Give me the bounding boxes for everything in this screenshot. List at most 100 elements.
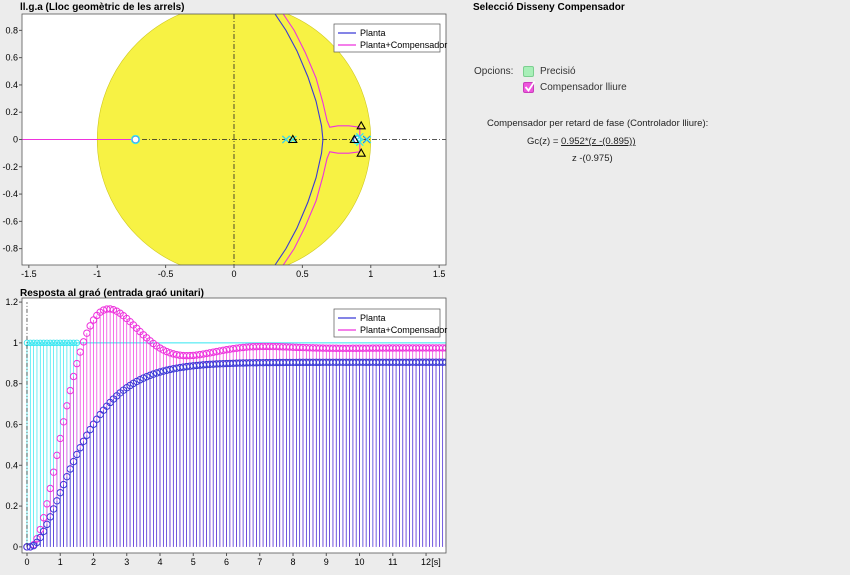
step-area: [23, 302, 446, 551]
y-tick-label: 0.4: [5, 80, 18, 90]
sample-marker-planta: [143, 372, 151, 381]
y-tick-label: -0.6: [2, 216, 18, 226]
locus-branch-planta: [274, 14, 324, 265]
sample-marker-compensador: [79, 338, 88, 346]
sample-marker-compensador: [69, 372, 78, 381]
x-tick-label: 10: [355, 557, 365, 567]
sample-marker-planta: [162, 366, 171, 374]
sample-marker-planta: [139, 374, 148, 382]
sample-marker-compensador: [73, 359, 81, 368]
x-tick-label: 12: [421, 557, 431, 567]
sample-marker-planta: [36, 533, 44, 542]
sample-marker-compensador: [56, 434, 64, 443]
legend-label-compensador: Planta+Compensador: [360, 325, 447, 335]
y-tick-label: 0.8: [5, 379, 18, 389]
y-tick-label: 0: [13, 542, 18, 552]
gc-prefix: Gc(z) =: [527, 136, 562, 147]
sample-marker-compensador: [86, 322, 94, 330]
precisio-checkbox[interactable]: [523, 66, 534, 77]
sample-marker-planta: [156, 368, 164, 376]
sample-marker-planta: [86, 425, 94, 434]
step-title: Resposta al graó (entrada graó unitari): [20, 288, 204, 299]
sample-marker-compensador: [83, 329, 91, 337]
y-tick-label: 0.4: [5, 460, 18, 470]
legend-box: [333, 23, 441, 53]
gc-equation: Gc(z) = 0.952*(z -(0.895)): [527, 136, 636, 147]
sample-marker-compensador: [66, 386, 74, 395]
y-tick-label: -0.2: [2, 162, 18, 172]
sample-marker-compensador: [106, 305, 114, 313]
x-tick-label: 0: [24, 557, 29, 567]
sample-marker-planta: [63, 472, 71, 481]
closed-loop-pole: [356, 120, 367, 130]
x-tick-label: -1: [93, 269, 101, 279]
sample-marker-planta: [43, 520, 51, 529]
sample-marker-planta: [59, 480, 68, 489]
sample-marker-planta: [149, 370, 158, 378]
comp-zero-marker: [130, 134, 141, 145]
gc-denominator: z -(0.975): [572, 153, 613, 164]
precisio-label[interactable]: Precisió: [540, 66, 576, 77]
y-tick-label: 0.2: [5, 107, 18, 117]
y-tick-label: 0: [13, 135, 18, 145]
x-tick-label: 8: [291, 557, 296, 567]
x-tick-label: 1: [58, 557, 63, 567]
closed-loop-pole: [287, 134, 298, 144]
legend-label-planta: Planta: [360, 313, 386, 323]
sample-marker-planta: [39, 527, 48, 536]
comp-pole-marker: [282, 135, 290, 144]
sample-marker-planta: [53, 497, 61, 505]
x-tick-label: -0.5: [158, 269, 174, 279]
y-tick-label: -0.8: [2, 244, 18, 254]
compensator-heading: Compensador per retard de fase (Controla…: [487, 118, 709, 129]
y-tick-label: -0.4: [2, 189, 18, 199]
sample-marker-planta: [79, 437, 88, 445]
checkmark-icon: [524, 81, 536, 92]
sample-marker-planta: [146, 371, 154, 380]
legend-box: [333, 308, 441, 338]
options-label: Opcions:: [474, 66, 514, 77]
rlocus-legend: Planta Planta+Compensador: [333, 23, 447, 53]
rlocus-area: [22, 14, 446, 265]
x-tick-label: 1: [368, 269, 373, 279]
y-tick-label: 0.6: [5, 419, 18, 429]
sample-marker-planta: [33, 538, 41, 547]
compensador-lliure-label[interactable]: Compensador lliure: [540, 82, 627, 93]
sample-marker-compensador: [46, 484, 54, 493]
sample-marker-compensador: [166, 349, 174, 357]
step-frame: [21, 297, 447, 554]
y-tick-label: 1.2: [5, 297, 18, 307]
step-background: [22, 298, 446, 553]
sample-marker-planta: [76, 444, 84, 452]
y-tick-label: 1: [13, 338, 18, 348]
sample-marker-planta: [46, 513, 54, 521]
legend-label-planta: Planta: [360, 28, 386, 38]
x-tick-label: 1.5: [433, 269, 446, 279]
x-tick-label: 5: [191, 557, 196, 567]
x-tick-label: 0: [231, 269, 236, 279]
compensador-lliure-checkbox[interactable]: [523, 81, 536, 93]
x-tick-label: 0.5: [296, 269, 309, 279]
sample-marker-planta: [83, 431, 91, 439]
closed-loop-pole: [356, 148, 367, 157]
x-tick-label: -1.5: [21, 269, 37, 279]
sample-marker-compensador: [53, 451, 61, 460]
x-tick-label: 9: [324, 557, 329, 567]
sample-marker-planta: [89, 420, 98, 428]
sample-marker-compensador: [162, 347, 171, 356]
sample-marker-compensador: [59, 418, 68, 426]
x-tick-label: 11: [388, 557, 397, 567]
x-tick-label: 4: [158, 557, 163, 567]
sample-marker-compensador: [43, 500, 51, 508]
root-locus-plot[interactable]: -1.5 -1 -0.5 0 0.5 1 1.5 -0.8 -0.6 -0.4 -0.2 0 0.2 0.…: [0, 0, 460, 290]
x-axis-label: [s]: [431, 557, 441, 567]
x-tick-label: 2: [91, 557, 96, 567]
closed-loop-pole: [349, 134, 360, 144]
sample-marker-compensador: [76, 348, 84, 356]
step-legend: Planta Planta+Compensador: [333, 308, 447, 338]
x-tick-label: 3: [124, 557, 129, 567]
sample-marker-planta: [66, 465, 74, 473]
legend-label-compensador: Planta+Compensador: [360, 40, 447, 50]
step-response-plot[interactable]: 0 1 2 3 4 5 6 7 8 9 10 11 12 [s]00.20.40.60.811.2Plan…: [0, 0, 460, 575]
sample-marker-planta: [49, 505, 58, 513]
